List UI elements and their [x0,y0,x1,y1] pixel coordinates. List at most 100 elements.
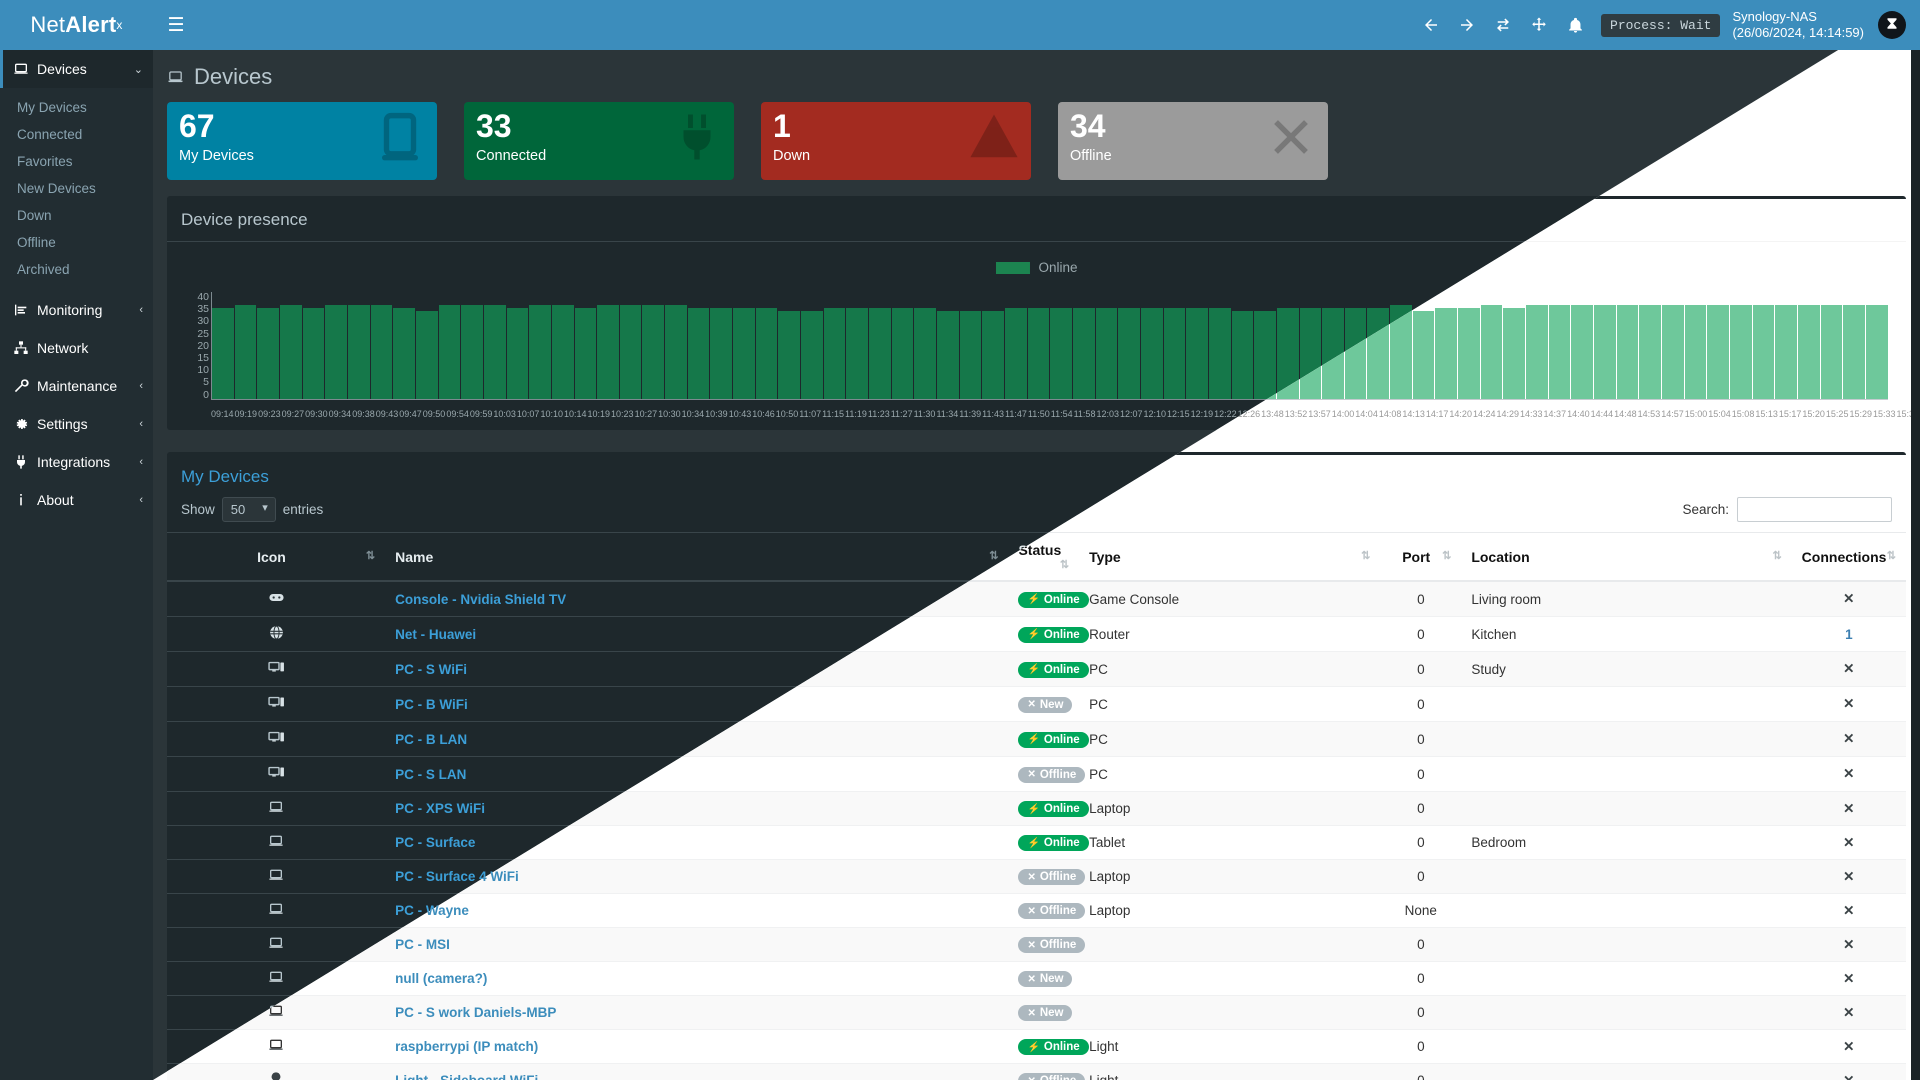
entries-label: entries [282,502,324,517]
sidebar-item-settings[interactable]: Settings ‹ [0,405,153,443]
sort-icon[interactable]: ⇅ [1442,549,1452,562]
laptop-icon [167,65,184,89]
page-size-select[interactable]: 102550100 [221,497,276,522]
search-label: Search: [1682,502,1729,517]
device-status-cell: ⚡Online [1008,616,1089,652]
sidebar-subitem-connected[interactable]: Connected [17,127,83,142]
sidebar-subitem-archived[interactable]: Archived [17,262,70,277]
x-tick: 14:29 [1496,409,1520,419]
device-link[interactable]: PC - S LAN [395,766,467,782]
hamburger-icon[interactable]: ☰ [167,14,185,36]
device-name-cell[interactable]: null (camera?) [385,961,1009,996]
expand-icon[interactable] [1521,0,1557,50]
column-header-icon[interactable]: Icon⇅ [167,532,386,582]
device-link[interactable]: PC - XPS WiFi [395,801,486,816]
sort-icon[interactable]: ⇅ [1772,549,1782,562]
device-link[interactable]: PC - B WiFi [395,696,468,712]
connections-link[interactable]: 1 [1845,626,1853,642]
device-type-cell: Laptop [1079,859,1381,894]
sort-icon[interactable]: ⇅ [1059,559,1070,571]
sidebar-item-integrations[interactable]: Integrations ‹ [0,443,153,481]
device-name-cell[interactable]: Light - Sideboard WiFi [385,1063,1009,1080]
sort-icon[interactable]: ⇅ [1886,549,1896,562]
device-location-cell [1461,721,1792,757]
close-icon: ✕ [1843,902,1855,918]
bar [1276,308,1299,399]
device-link[interactable]: PC - S WiFi [395,661,468,677]
y-tick: 30 [197,315,209,328]
sidebar-subitem-offline[interactable]: Offline [17,235,56,250]
device-link[interactable]: PC - Surface [395,835,476,850]
stat-card-value: 1 [773,108,791,144]
bar [937,310,959,399]
device-type-cell: Tablet [1079,825,1381,860]
sidebar-item-network[interactable]: Network [0,329,153,367]
bar [755,308,778,399]
device-link[interactable]: Console - Nvidia Shield TV [395,591,567,607]
avatar[interactable] [1878,11,1906,39]
app-logo[interactable]: Net Alert x [0,0,153,50]
device-name-cell[interactable]: raspberrypi (IP match) [385,1029,1009,1064]
column-header-connections[interactable]: Connections⇅ [1791,532,1906,582]
x-tick: 14:17 [1425,409,1449,419]
x-tick: 09:54 [446,409,469,419]
close-icon: ✕ [1843,696,1855,711]
table-row[interactable]: null (camera?) ✕New 0 ✕ [167,961,1906,996]
column-header-location[interactable]: Location⇅ [1461,532,1792,582]
forward-arrow-icon[interactable] [1449,0,1485,50]
device-connections-cell: ✕ [1791,651,1906,687]
device-port-cell: 0 [1380,791,1462,826]
sidebar-item-devices[interactable]: Devices ⌄ [0,50,153,88]
device-name-cell[interactable]: PC - S work Daniels-MBP [385,995,1009,1030]
sort-icon[interactable]: ⇅ [1361,549,1371,562]
table-row[interactable]: PC - S work Daniels-MBP ✕New 0 ✕ [167,995,1906,1030]
x-tick: 14:04 [1355,409,1378,419]
sidebar-subitem-my-devices[interactable]: My Devices [17,100,87,115]
column-header-port[interactable]: Port⇅ [1380,532,1462,582]
stat-card-connected[interactable]: 33 Connected [464,102,734,180]
bar [778,310,801,399]
stat-card-my-devices[interactable]: 67 My Devices [167,102,437,180]
device-link[interactable]: null (camera?) [395,971,488,986]
status-badge: ✕Offline [1018,869,1086,886]
device-link[interactable]: PC - MSI [395,937,450,952]
device-link[interactable]: raspberrypi (IP match) [395,1039,539,1054]
table-row[interactable]: Light - Sideboard WiFi ✕OfflineLight0 ✕ [167,1063,1906,1080]
sidebar-item-maintenance[interactable]: Maintenance ‹ [0,367,153,405]
sidebar-subitem-favorites[interactable]: Favorites [17,154,73,169]
device-link[interactable]: Light - Sideboard WiFi [395,1073,538,1080]
sidebar-item-about[interactable]: About ‹ [0,481,153,519]
bar [325,305,347,399]
back-arrow-icon[interactable] [1413,0,1449,50]
device-port-cell: 0 [1380,927,1462,962]
column-header-name[interactable]: Name⇅ [385,532,1009,582]
bar [506,308,529,399]
device-name-cell[interactable]: PC - Wayne [385,893,1009,928]
sidebar-subitem-new-devices[interactable]: New Devices [17,181,96,196]
stat-card-label: Down [773,147,811,164]
bar [1662,305,1684,399]
device-name-cell[interactable]: Console - Nvidia Shield TV [385,581,1009,617]
device-link[interactable]: Net - Huawei [395,626,477,642]
page-scrollbar[interactable] [1911,50,1920,1080]
sort-icon[interactable]: ⇅ [989,549,999,562]
refresh-icon[interactable] [1485,0,1521,50]
device-link[interactable]: PC - S work Daniels-MBP [395,1005,557,1020]
stat-card-offline[interactable]: 34 Offline [1058,102,1328,180]
x-tick: 14:48 [1614,409,1637,419]
sidebar-subitem-down[interactable]: Down [17,208,52,223]
bell-icon[interactable] [1557,0,1593,50]
stat-card-down[interactable]: 1 Down [761,102,1031,180]
device-name-cell[interactable]: PC - MSI [385,927,1009,962]
search-input[interactable] [1737,497,1892,522]
x-tick: 10:30 [658,409,681,419]
table-row[interactable]: PC - MSI ✕Offline 0 ✕ [167,927,1906,962]
x-tick: 11:19 [845,409,867,419]
device-link[interactable]: PC - B LAN [395,731,468,747]
column-header-type[interactable]: Type⇅ [1079,532,1381,582]
sidebar-item-monitoring[interactable]: Monitoring ‹ [0,291,153,329]
x-tick: 13:52 [1284,409,1308,419]
sort-icon[interactable]: ⇅ [365,549,376,562]
